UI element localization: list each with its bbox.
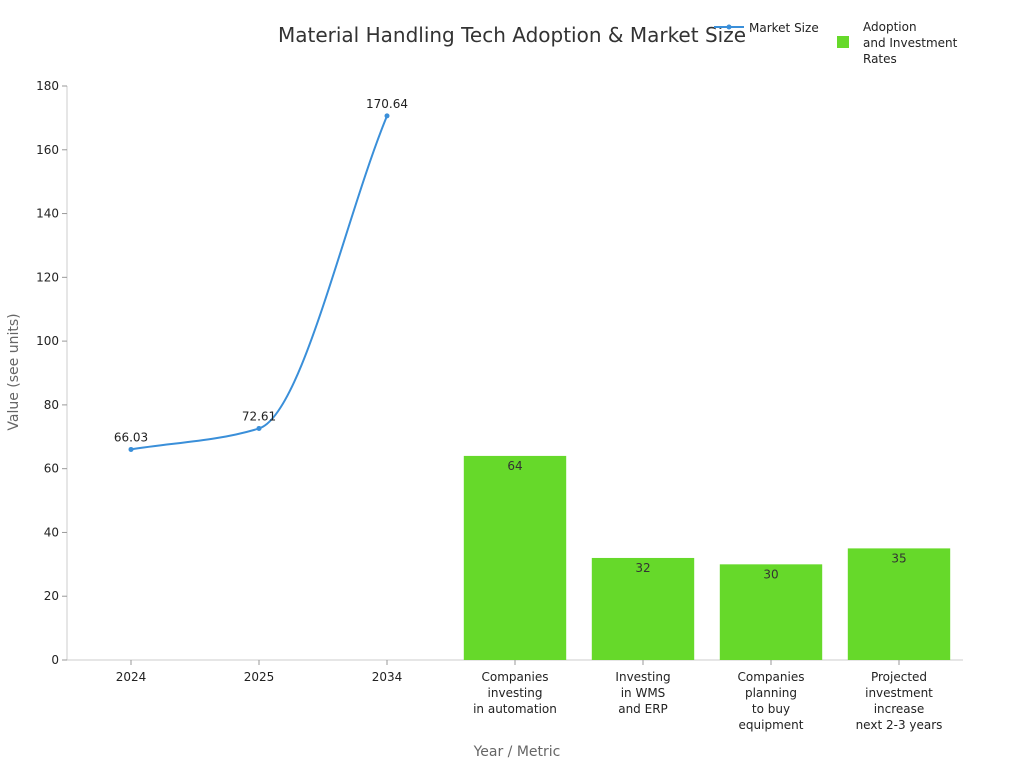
x-tick-label: 2025 bbox=[244, 670, 275, 684]
legend-bar-swatch bbox=[837, 36, 849, 48]
y-tick-label: 80 bbox=[44, 398, 59, 412]
x-tick-label: Projected investment increase next 2-3 year… bbox=[856, 670, 943, 732]
legend-item-adoption-rates[interactable]: Adoption and Investment Rates bbox=[837, 20, 958, 66]
y-axis-title: Value (see units) bbox=[6, 313, 22, 430]
line-value-label: 170.64 bbox=[366, 97, 408, 111]
y-tick-label: 40 bbox=[44, 525, 59, 539]
chart-title: Material Handling Tech Adoption & Market… bbox=[278, 23, 746, 47]
legend-label-market-size: Market Size bbox=[749, 21, 819, 35]
y-tick-label: 0 bbox=[51, 653, 59, 667]
legend-line-marker bbox=[726, 24, 732, 30]
line-point bbox=[384, 113, 390, 119]
x-axis-title: Year / Metric bbox=[473, 744, 561, 760]
bar-value-label: 32 bbox=[635, 561, 650, 575]
legend: Market Size Adoption and Investment Rates bbox=[714, 20, 958, 66]
y-tick-label: 20 bbox=[44, 589, 59, 603]
bar-series: 64 32 30 35 bbox=[463, 455, 951, 660]
x-tick-label: Companies investing in automation bbox=[473, 670, 557, 716]
bar bbox=[463, 455, 567, 660]
bar bbox=[719, 564, 823, 660]
x-tick-label: 2024 bbox=[116, 670, 147, 684]
y-tick-label: 180 bbox=[36, 79, 59, 93]
x-axis: 2024 2025 2034 Companies investing in automat… bbox=[67, 659, 963, 732]
line-series: 66.03 72.61 170.64 bbox=[114, 97, 408, 452]
line-value-label: 66.03 bbox=[114, 430, 148, 444]
bar-value-label: 64 bbox=[507, 459, 522, 473]
line-value-label: 72.61 bbox=[242, 409, 276, 423]
y-tick-label: 120 bbox=[36, 270, 59, 284]
legend-label-adoption-rates: Adoption and Investment Rates bbox=[863, 20, 958, 66]
x-tick-label: Companies planning to buy equipment bbox=[738, 670, 805, 732]
y-tick-label: 100 bbox=[36, 334, 59, 348]
legend-item-market-size[interactable]: Market Size bbox=[714, 21, 819, 35]
bar bbox=[847, 548, 951, 660]
y-tick-label: 60 bbox=[44, 462, 59, 476]
y-tick-label: 160 bbox=[36, 143, 59, 157]
bar-value-label: 35 bbox=[891, 551, 906, 565]
x-tick-label: Investing in WMS and ERP bbox=[615, 670, 670, 716]
y-tick-label: 140 bbox=[36, 207, 59, 221]
bar-value-label: 30 bbox=[763, 567, 778, 581]
x-tick-label: 2034 bbox=[372, 670, 403, 684]
line-point bbox=[128, 446, 134, 452]
market-size-line bbox=[130, 115, 388, 451]
line-point bbox=[256, 425, 262, 431]
bar bbox=[591, 557, 695, 660]
y-axis: 0 20 40 60 80 100 120 140 160 180 bbox=[36, 79, 68, 667]
